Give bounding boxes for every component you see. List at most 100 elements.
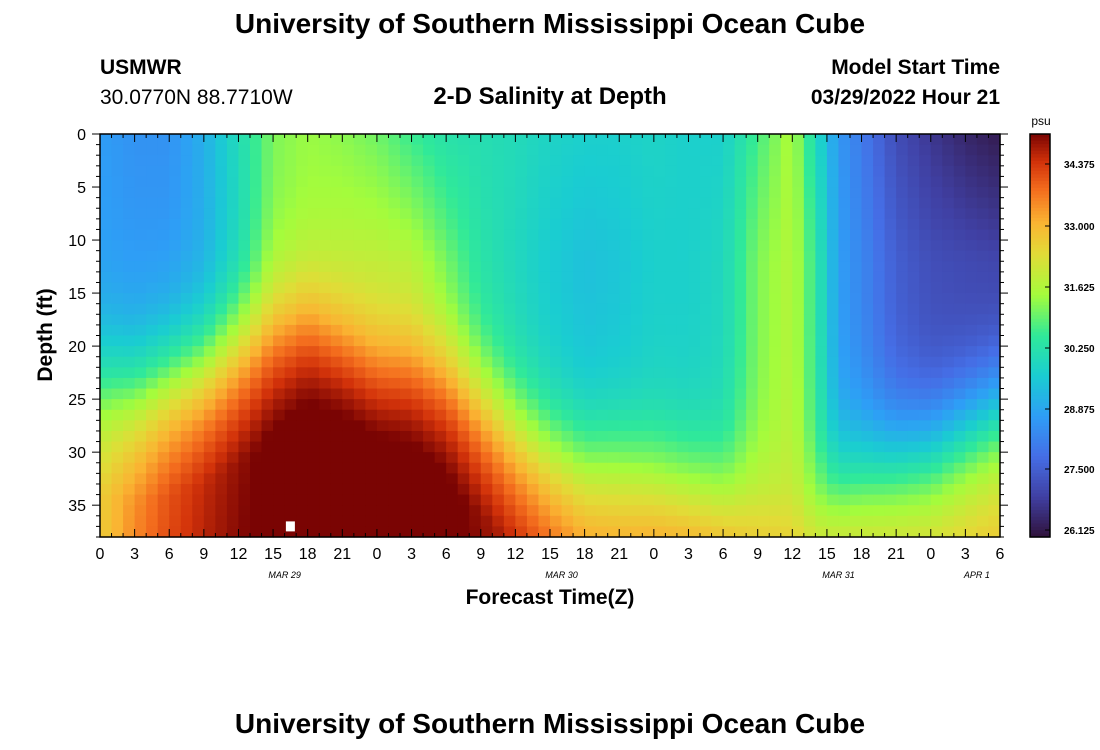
- colorbar-segment: [1030, 217, 1050, 222]
- heatmap-cell: [734, 356, 747, 368]
- heatmap-cell: [365, 250, 378, 262]
- heatmap-cell: [273, 430, 286, 443]
- heatmap-cell: [757, 526, 770, 538]
- heatmap-cell: [607, 197, 620, 209]
- heatmap-cell: [884, 240, 897, 252]
- heatmap-cell: [319, 293, 332, 305]
- heatmap-cell: [769, 197, 782, 209]
- heatmap-cell: [803, 420, 816, 432]
- heatmap-cell: [688, 430, 701, 443]
- heatmap-cell: [757, 324, 770, 337]
- heatmap-cell: [596, 335, 609, 347]
- heatmap-cell: [480, 367, 493, 379]
- heatmap-cell: [342, 208, 355, 220]
- heatmap-cell: [896, 430, 909, 443]
- heatmap-cell: [134, 176, 147, 188]
- heatmap-cell: [423, 515, 436, 527]
- heatmap-cell: [942, 293, 955, 305]
- heatmap-cell: [896, 314, 909, 326]
- heatmap-cell: [746, 144, 759, 156]
- heatmap-cell: [469, 282, 482, 294]
- heatmap-cell: [365, 229, 378, 241]
- heatmap-cell: [111, 218, 124, 231]
- heatmap-cell: [965, 399, 978, 411]
- heatmap-cell: [965, 505, 978, 517]
- heatmap-cell: [307, 377, 320, 390]
- heatmap-cell: [411, 377, 424, 390]
- heatmap-cell: [307, 187, 320, 199]
- heatmap-cell: [676, 356, 690, 368]
- heatmap-cell: [284, 377, 297, 390]
- heatmap-cell: [584, 515, 597, 527]
- heatmap-cell: [896, 261, 909, 273]
- heatmap-cell: [261, 197, 274, 209]
- heatmap-cell: [838, 505, 851, 517]
- heatmap-cell: [838, 155, 851, 167]
- heatmap-cell: [607, 462, 620, 474]
- heatmap-cell: [826, 515, 840, 527]
- heatmap-cell: [550, 303, 563, 315]
- heatmap-cell: [550, 271, 563, 284]
- heatmap-cell: [134, 144, 147, 156]
- heatmap-cell: [815, 420, 828, 432]
- heatmap-cell: [457, 483, 470, 496]
- heatmap-cell: [965, 303, 978, 315]
- heatmap-cell: [515, 377, 528, 390]
- page-title: University of Southern Mississippi Ocean…: [234, 8, 866, 39]
- heatmap-cell: [573, 515, 586, 527]
- heatmap-cell: [480, 229, 493, 241]
- heatmap-cell: [803, 367, 816, 379]
- heatmap-cell: [976, 218, 990, 231]
- heatmap-cell: [896, 335, 909, 347]
- x-tick-label: 3: [130, 546, 139, 563]
- heatmap-cell: [123, 282, 136, 294]
- heatmap-cell: [100, 187, 113, 199]
- heatmap-cell: [388, 282, 401, 294]
- heatmap-cell: [284, 271, 297, 284]
- heatmap-cell: [792, 324, 805, 337]
- heatmap-cell: [965, 441, 978, 453]
- heatmap-cell: [803, 473, 816, 485]
- heatmap-cell: [169, 399, 182, 411]
- heatmap-cell: [123, 303, 136, 315]
- heatmap-cell: [653, 261, 666, 273]
- heatmap-cell: [123, 399, 136, 411]
- heatmap-cell: [388, 134, 401, 146]
- heatmap-cell: [538, 377, 551, 390]
- heatmap-cell: [850, 367, 863, 379]
- heatmap-cell: [503, 165, 516, 178]
- heatmap-cell: [388, 367, 401, 379]
- heatmap-cell: [642, 505, 655, 517]
- heatmap-cell: [492, 165, 505, 178]
- heatmap-cell: [665, 165, 678, 178]
- heatmap-cell: [180, 430, 193, 443]
- heatmap-cell: [896, 399, 909, 411]
- heatmap-cell: [988, 462, 1001, 474]
- heatmap-cell: [111, 420, 124, 432]
- heatmap-cell: [296, 505, 309, 517]
- heatmap-cell: [250, 335, 263, 347]
- heatmap-cell: [850, 303, 863, 315]
- heatmap-cell: [953, 197, 966, 209]
- heatmap-cell: [815, 176, 828, 188]
- heatmap-cell: [607, 335, 620, 347]
- heatmap-cell: [584, 271, 597, 284]
- heatmap-cell: [169, 165, 182, 178]
- heatmap-cell: [423, 324, 436, 337]
- heatmap-cell: [988, 346, 1001, 358]
- heatmap-cell: [250, 165, 263, 178]
- heatmap-cell: [353, 430, 366, 443]
- heatmap-cell: [723, 303, 736, 315]
- heatmap-cell: [792, 409, 805, 421]
- heatmap-cell: [492, 176, 505, 188]
- heatmap-cell: [619, 356, 632, 368]
- heatmap-cell: [792, 303, 805, 315]
- heatmap-cell: [838, 377, 851, 390]
- heatmap-cell: [792, 314, 805, 326]
- heatmap-cell: [965, 271, 978, 284]
- heatmap-cell: [503, 250, 516, 262]
- colorbar-segment: [1030, 338, 1050, 343]
- colorbar-segment: [1030, 399, 1050, 404]
- heatmap-cell: [469, 430, 482, 443]
- heatmap-cell: [515, 293, 528, 305]
